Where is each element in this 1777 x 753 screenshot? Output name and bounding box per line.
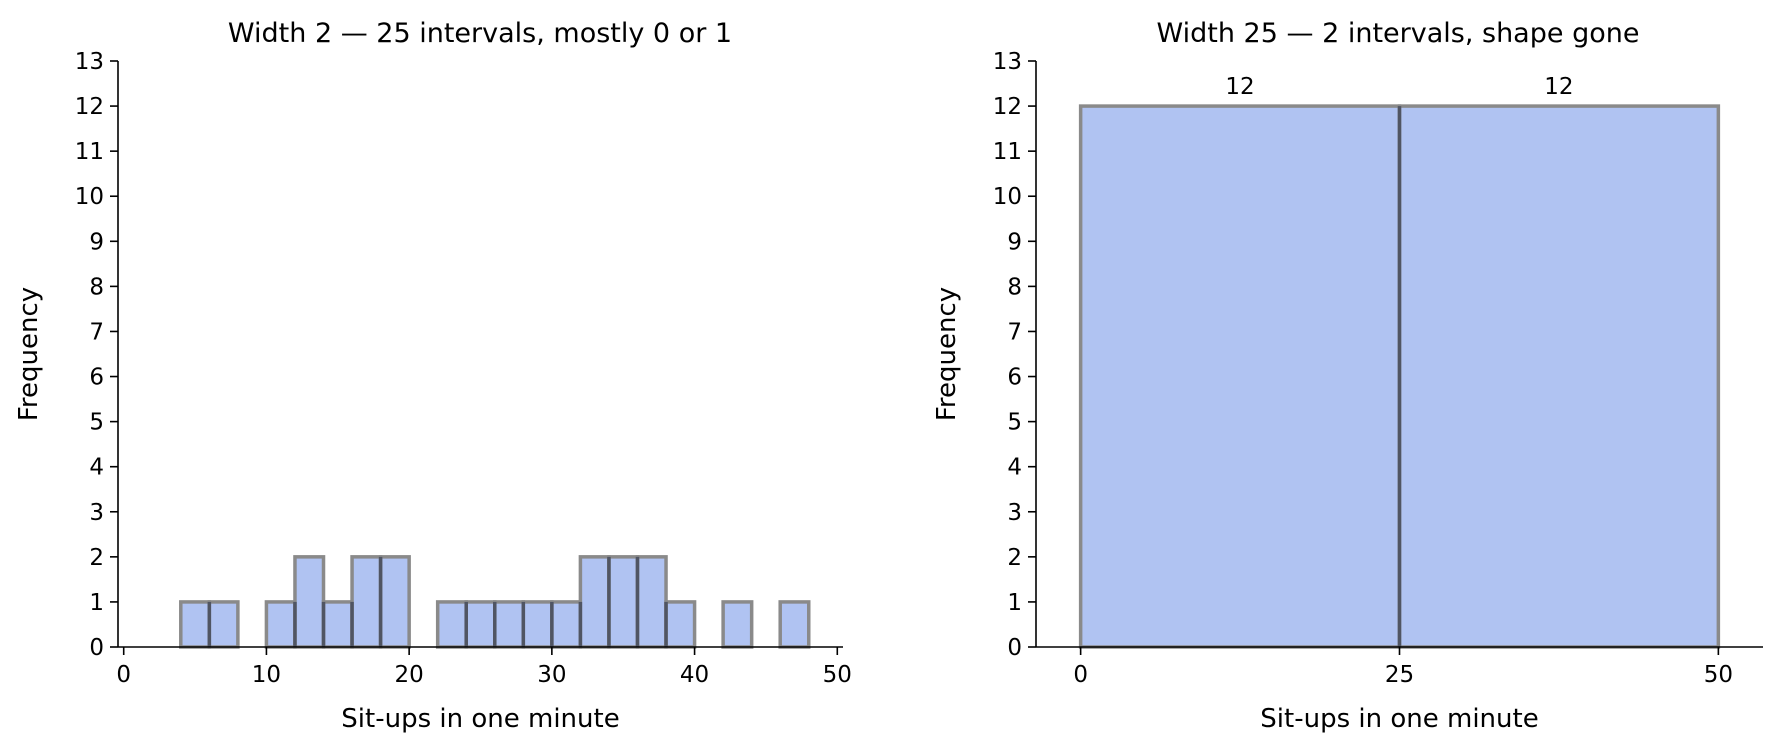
- y-tick-label: 9: [89, 229, 104, 255]
- histogram-bar: [721, 600, 754, 649]
- y-tick-label: 11: [75, 139, 104, 165]
- y-tick-label: 4: [89, 455, 104, 481]
- chart-title: Width 2 — 25 intervals, mostly 0 or 1: [228, 18, 732, 49]
- y-tick-label: 7: [1007, 319, 1022, 345]
- histogram-bar: [264, 600, 297, 649]
- histogram-bar: [464, 600, 497, 649]
- y-tick-label: 11: [993, 139, 1022, 165]
- y-tick-label: 6: [89, 365, 104, 391]
- y-tick-label: 13: [75, 49, 104, 75]
- y-tick-label: 0: [1007, 635, 1022, 661]
- y-tick-label: 12: [993, 94, 1022, 120]
- x-tick-label: 0: [116, 662, 131, 688]
- histogram-bar: [521, 600, 554, 649]
- histogram-bar: [350, 555, 383, 649]
- y-tick-label: 5: [1007, 410, 1022, 436]
- x-tick-label: 50: [1704, 662, 1733, 688]
- histogram-bar: [607, 555, 640, 649]
- x-axis-label: Sit-ups in one minute: [341, 704, 619, 734]
- y-tick-label: 2: [89, 545, 104, 571]
- x-tick-label: 10: [252, 662, 281, 688]
- y-axis-label: Frequency: [14, 287, 44, 421]
- y-tick-label: 12: [75, 94, 104, 120]
- y-tick-label: 13: [993, 49, 1022, 75]
- y-tick-label: 8: [1007, 274, 1022, 300]
- y-tick-label: 8: [89, 274, 104, 300]
- histogram-bar: [550, 600, 583, 649]
- histogram-bar: [207, 600, 240, 649]
- chart-title: Width 25 — 2 intervals, shape gone: [1157, 18, 1640, 49]
- y-tick-label: 10: [993, 184, 1022, 210]
- x-tick-label: 40: [680, 662, 709, 688]
- y-tick-label: 3: [1007, 500, 1022, 526]
- histogram-bar: [378, 555, 411, 649]
- chart-1: Width 2 — 25 intervals, mostly 0 or 1012…: [14, 18, 852, 734]
- x-tick-label: 20: [395, 662, 424, 688]
- y-tick-label: 0: [89, 635, 104, 661]
- bars: [179, 555, 811, 649]
- x-tick-label: 30: [537, 662, 566, 688]
- histogram-bar: [635, 555, 668, 649]
- y-tick-label: 2: [1007, 545, 1022, 571]
- y-tick-label: 5: [89, 410, 104, 436]
- y-tick-label: 4: [1007, 455, 1022, 481]
- histogram-bar: [179, 600, 212, 649]
- y-axis-label: Frequency: [932, 287, 962, 421]
- data-label: 12: [1225, 74, 1254, 100]
- histogram-bar: [664, 600, 697, 649]
- y-tick-label: 3: [89, 500, 104, 526]
- x-tick-label: 25: [1385, 662, 1414, 688]
- histogram-bar: [435, 600, 468, 649]
- histogram-bar: [778, 600, 811, 649]
- histogram-bar: [493, 600, 526, 649]
- histogram-bar: [578, 555, 611, 649]
- histogram-bar: [321, 600, 354, 649]
- x-tick-label: 50: [823, 662, 852, 688]
- histogram-bar: [293, 555, 326, 649]
- bars: [1078, 104, 1721, 649]
- x-tick-label: 0: [1073, 662, 1088, 688]
- histogram-bar: [1397, 104, 1721, 649]
- y-tick-label: 1: [89, 590, 104, 616]
- histogram-bar: [1078, 104, 1402, 649]
- data-label: 12: [1544, 74, 1573, 100]
- x-axis-label: Sit-ups in one minute: [1260, 704, 1538, 734]
- y-tick-label: 10: [75, 184, 104, 210]
- y-tick-label: 6: [1007, 365, 1022, 391]
- y-tick-label: 1: [1007, 590, 1022, 616]
- y-tick-label: 7: [89, 319, 104, 345]
- y-tick-label: 9: [1007, 229, 1022, 255]
